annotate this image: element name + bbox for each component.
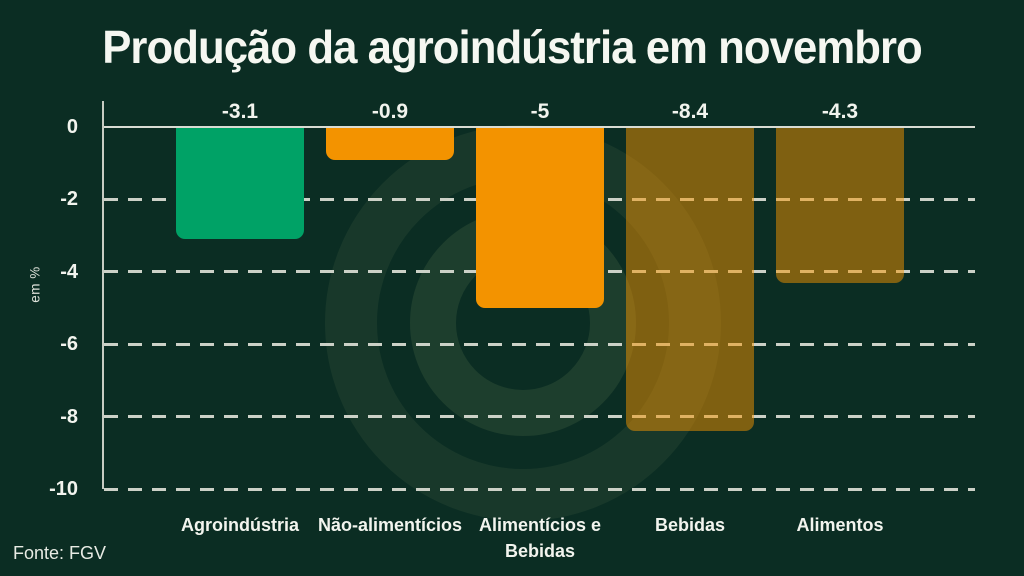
category-label-Agroindústria: Agroindústria (180, 515, 299, 535)
y-tick-label: 0 (66, 116, 78, 138)
chart-title: Produção da agroindústria em novembro (102, 21, 923, 73)
value-label-Alimentícios e Bebidas: -5 (530, 100, 550, 123)
gridline--10 (104, 487, 975, 491)
zero-baseline (104, 126, 975, 128)
value-label-Alimentos: -4.3 (821, 100, 859, 123)
y-tick-label: -4 (60, 260, 78, 283)
category-label-Não-alimentícios: Não-alimentícios (317, 515, 463, 535)
source-credit: Fonte: FGV (13, 543, 107, 563)
bar-Agroindústria (176, 128, 304, 239)
bar-Bebidas (626, 128, 754, 431)
y-tick-label: -10 (49, 478, 78, 500)
category-label-Alimentícios e Bebidas: Bebidas (504, 541, 576, 561)
value-label-Bebidas: -8.4 (671, 100, 709, 123)
y-axis-label: em % (27, 266, 43, 303)
category-label-Alimentos: Alimentos (796, 515, 884, 535)
bar-Não-alimentícios (326, 128, 454, 160)
gridline--8 (104, 415, 975, 419)
y-tick-label: -8 (60, 405, 78, 428)
category-label-Bebidas: Bebidas (654, 515, 726, 535)
category-label-Alimentícios e Bebidas: Alimentícios e (478, 515, 602, 535)
y-tick-label: -6 (60, 333, 78, 356)
bar-Alimentícios e Bebidas (476, 128, 604, 308)
gridline--6 (104, 342, 975, 346)
value-label-Agroindústria: -3.1 (221, 100, 259, 123)
value-label-Não-alimentícios: -0.9 (371, 100, 409, 123)
bar-Alimentos (776, 128, 904, 283)
y-axis-line (102, 101, 104, 489)
y-tick-label: -2 (60, 188, 78, 211)
